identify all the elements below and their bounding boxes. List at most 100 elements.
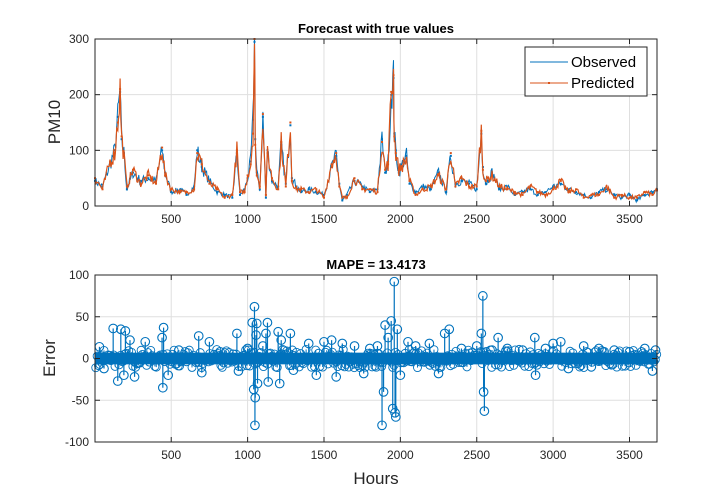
stem-marker: [311, 370, 322, 381]
stem-marker: [115, 324, 126, 335]
data-point-observed: [437, 171, 440, 174]
data-point-predicted: [196, 152, 199, 155]
data-point-predicted: [231, 193, 234, 196]
data-point-predicted: [239, 191, 241, 194]
x-tick-label: 2000: [387, 448, 414, 462]
stem-marker: [276, 335, 287, 345]
data-point-predicted: [307, 191, 310, 194]
data-point-observed: [264, 196, 267, 199]
data-point-observed: [216, 191, 219, 194]
data-point-predicted: [300, 188, 303, 191]
data-point-observed: [613, 193, 616, 196]
y-tick-label: 100: [69, 143, 89, 157]
stem-marker: [517, 345, 528, 356]
data-point-observed: [475, 188, 478, 191]
data-point-predicted: [414, 193, 417, 196]
data-point-predicted: [161, 146, 164, 149]
stem-marker: [479, 406, 490, 416]
data-point-predicted: [119, 88, 122, 91]
data-point-predicted: [480, 129, 483, 132]
data-point-predicted: [258, 185, 261, 188]
data-point-observed: [449, 154, 452, 157]
stem-marker: [372, 341, 383, 351]
stem-marker: [456, 343, 467, 354]
data-point-observed: [582, 193, 585, 196]
data-point-observed: [605, 188, 608, 191]
data-point-predicted: [405, 157, 408, 160]
data-point-predicted: [139, 182, 142, 185]
legend[interactable]: Observed Predicted: [524, 46, 648, 97]
data-point-observed: [223, 193, 226, 196]
stem-marker: [540, 343, 551, 354]
error-ylabel: Error: [40, 339, 59, 377]
stem-marker: [586, 362, 597, 372]
data-point-observed: [185, 193, 188, 196]
data-point-observed: [468, 182, 471, 185]
data-point-predicted: [454, 185, 457, 188]
data-point-predicted: [449, 152, 452, 155]
data-point-predicted: [536, 191, 539, 194]
data-point-predicted: [590, 193, 593, 196]
data-point-predicted: [290, 179, 293, 182]
data-point-predicted: [170, 188, 173, 191]
x-tick-label: 3500: [616, 212, 643, 226]
stem-marker: [424, 338, 435, 349]
data-point-predicted: [125, 185, 128, 188]
data-point-predicted: [384, 168, 387, 171]
data-point-observed: [651, 191, 654, 194]
stem-marker: [251, 330, 261, 340]
data-point-predicted: [491, 174, 493, 177]
data-point-predicted: [255, 174, 258, 177]
stem-marker: [288, 365, 299, 376]
data-point-predicted: [387, 163, 390, 166]
data-point-observed: [567, 188, 570, 191]
data-point-predicted: [252, 132, 254, 135]
data-point-predicted: [101, 188, 104, 191]
stem-marker: [390, 407, 400, 418]
x-tick-label: 1500: [311, 212, 338, 226]
stem-marker: [389, 276, 400, 287]
data-point-predicted: [368, 188, 371, 191]
y-tick-label: 200: [69, 88, 89, 102]
stem-marker: [108, 323, 119, 334]
stem-marker: [390, 412, 401, 422]
stem-marker: [163, 370, 174, 381]
stem-marker: [303, 338, 314, 349]
stem-marker: [530, 370, 541, 381]
data-point-observed: [460, 179, 463, 182]
stem-marker: [285, 328, 296, 339]
x-tick-label: 2500: [463, 448, 490, 462]
data-point-observed: [368, 191, 371, 194]
x-tick-label: 2000: [387, 212, 414, 226]
data-point-observed: [513, 193, 516, 196]
stem-marker: [410, 341, 421, 351]
stem-marker: [157, 382, 168, 393]
data-point-predicted: [437, 174, 440, 177]
data-point-observed: [113, 149, 116, 152]
legend-predicted-label: Predicted: [571, 75, 634, 92]
forecast-title: Forecast with true values: [298, 21, 454, 36]
data-point-predicted: [341, 196, 344, 199]
data-point-predicted: [132, 168, 134, 171]
data-point-predicted: [498, 185, 501, 188]
stem-marker: [650, 345, 661, 356]
data-point-predicted: [552, 188, 555, 191]
data-point-observed: [598, 191, 600, 194]
data-point-predicted: [147, 174, 150, 177]
data-point-observed: [384, 171, 387, 174]
data-point-observed: [536, 193, 539, 196]
stem-marker: [319, 336, 329, 347]
data-point-observed: [116, 115, 119, 118]
data-point-observed: [125, 188, 128, 191]
data-point-observed: [139, 179, 142, 182]
stem-marker: [119, 370, 129, 381]
data-point-predicted: [397, 168, 400, 171]
error-core-band: [95, 352, 657, 365]
data-point-predicted: [506, 188, 509, 191]
data-point-predicted: [484, 179, 487, 182]
data-point-predicted: [582, 196, 585, 199]
data-point-predicted: [193, 188, 196, 191]
data-point-observed: [521, 191, 524, 194]
data-point-predicted: [249, 163, 252, 166]
